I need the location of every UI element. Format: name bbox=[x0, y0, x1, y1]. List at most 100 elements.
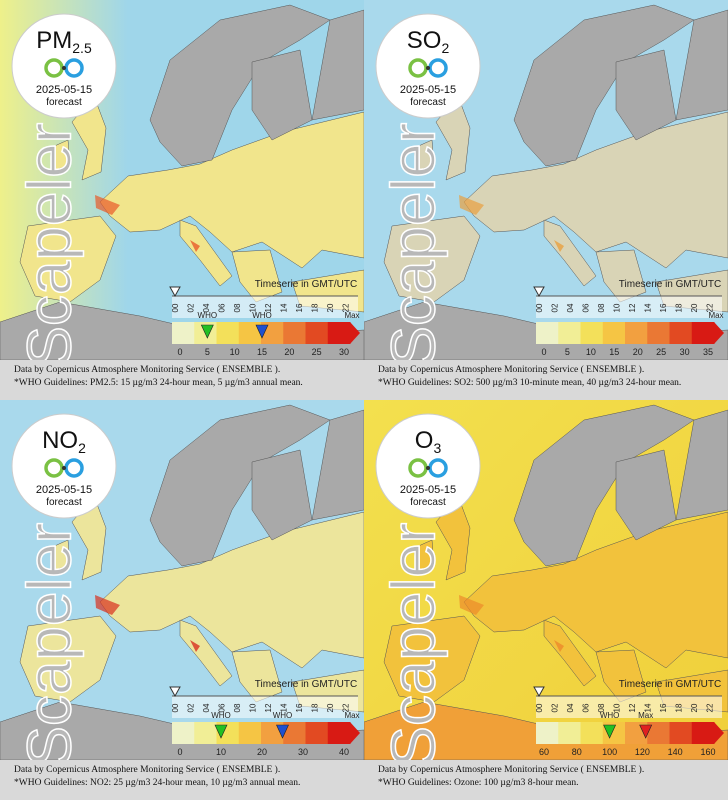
logo-dot bbox=[62, 66, 66, 70]
color-bar-segment bbox=[647, 322, 670, 344]
map-panel: Scapeler NO2 2025-05-15 forecast Timeserie i… bbox=[0, 400, 364, 800]
land-mainland bbox=[463, 111, 728, 269]
map-panel: Scapeler O3 2025-05-15 forecast Timeserie in… bbox=[364, 400, 728, 800]
hour-label: 00 bbox=[171, 703, 180, 712]
footer-line: Data by Copernicus Atmosphere Monitoring… bbox=[378, 365, 645, 375]
time-axis bbox=[172, 296, 358, 318]
marker-arrow bbox=[276, 724, 289, 739]
hour-label: 06 bbox=[218, 703, 227, 712]
hour-label: 02 bbox=[187, 303, 196, 312]
land-ireland bbox=[49, 539, 71, 572]
marker-label: Max bbox=[638, 711, 653, 720]
land-iberia bbox=[19, 215, 117, 303]
color-bar-segment bbox=[580, 722, 604, 744]
now-marker bbox=[533, 686, 545, 698]
hour-label: 16 bbox=[659, 303, 668, 312]
footer: Data by Copernicus Atmosphere Monitoring… bbox=[364, 360, 728, 400]
footer-line: Data by Copernicus Atmosphere Monitoring… bbox=[14, 365, 281, 375]
footer-line: *WHO Guidelines: PM2.5: 15 µg/m3 24-hour… bbox=[14, 378, 303, 388]
pollutant-subscript: 3 bbox=[433, 440, 441, 456]
color-bar-segment bbox=[172, 322, 195, 344]
color-bar-segment bbox=[238, 322, 262, 344]
hour-label: 14 bbox=[280, 303, 289, 312]
nodata-scandinavia bbox=[149, 404, 331, 567]
logo-dot bbox=[426, 66, 430, 70]
hour-label: 04 bbox=[202, 703, 211, 712]
brand: Scapeler bbox=[379, 123, 448, 360]
hotspot bbox=[554, 240, 564, 252]
scale-label: 25 bbox=[312, 347, 322, 357]
scale-label: 160 bbox=[700, 747, 715, 757]
land-ireland bbox=[413, 539, 435, 572]
hour-label: 12 bbox=[264, 303, 273, 312]
hour-label: 20 bbox=[326, 303, 335, 312]
color-bar-segment bbox=[305, 722, 329, 744]
pollutant: PM bbox=[36, 27, 72, 54]
color-bar-segment bbox=[238, 722, 262, 744]
land-iberia bbox=[383, 215, 481, 303]
footer-line: Data by Copernicus Atmosphere Monitoring… bbox=[378, 765, 645, 775]
scale-label: 30 bbox=[680, 347, 690, 357]
max-label: Max bbox=[344, 311, 359, 320]
marker-arrow bbox=[603, 724, 617, 739]
date: 2025-05-15 bbox=[400, 84, 456, 96]
hour-label: 20 bbox=[690, 303, 699, 312]
pollutant: SO bbox=[407, 27, 442, 54]
color-bar-segment bbox=[580, 322, 604, 344]
hour-label: 18 bbox=[675, 303, 684, 312]
scale-label: 40 bbox=[339, 747, 349, 757]
land-italy bbox=[543, 619, 597, 687]
nodata-russia bbox=[675, 9, 728, 121]
pollutant-subscript: 2.5 bbox=[72, 40, 92, 56]
footer-line: Data by Copernicus Atmosphere Monitoring… bbox=[14, 765, 281, 775]
date: 2025-05-15 bbox=[400, 484, 456, 496]
now-marker bbox=[169, 286, 181, 298]
hour-label: 10 bbox=[613, 703, 622, 712]
hour-label: 18 bbox=[675, 703, 684, 712]
pollutant-title: O3 bbox=[415, 427, 442, 456]
scale-label: 30 bbox=[298, 747, 308, 757]
color-bar-arrow bbox=[714, 322, 724, 344]
hour-label: 12 bbox=[628, 703, 637, 712]
hour-label: 08 bbox=[597, 303, 606, 312]
hour-label: 14 bbox=[644, 303, 653, 312]
hour-label: 02 bbox=[187, 703, 196, 712]
hour-label: 04 bbox=[202, 303, 211, 312]
color-bar-segment bbox=[691, 322, 715, 344]
scale-label: 10 bbox=[216, 747, 226, 757]
color-bar-segment bbox=[536, 322, 559, 344]
scale-label: 15 bbox=[609, 347, 619, 357]
hour-label: 16 bbox=[659, 703, 668, 712]
nodata-finland bbox=[615, 49, 677, 141]
footer: Data by Copernicus Atmosphere Monitoring… bbox=[0, 760, 364, 800]
hour-label: 08 bbox=[233, 703, 242, 712]
marker-label: WHO bbox=[211, 711, 231, 720]
hour-label: 08 bbox=[233, 303, 242, 312]
scale-label: 10 bbox=[586, 347, 596, 357]
land-italy bbox=[179, 219, 233, 287]
color-bar-segment bbox=[602, 322, 626, 344]
hour-label: 22 bbox=[342, 303, 351, 312]
pollutant-title: PM2.5 bbox=[36, 27, 92, 56]
pollutant: O bbox=[415, 427, 434, 454]
now-marker bbox=[169, 686, 181, 698]
scale-label: 30 bbox=[339, 347, 349, 357]
time-axis bbox=[536, 696, 722, 718]
timeserie-label: Timeserie in GMT/UTC bbox=[255, 679, 357, 690]
marker-label: WHO bbox=[252, 311, 272, 320]
timeserie-label: Timeserie in GMT/UTC bbox=[619, 279, 721, 290]
scale-label: 5 bbox=[205, 347, 210, 357]
color-bar-segment bbox=[305, 322, 329, 344]
nodata-finland bbox=[251, 449, 313, 541]
color-bar-segment bbox=[283, 722, 306, 744]
hotspot bbox=[459, 195, 484, 215]
color-bar-arrow bbox=[714, 722, 724, 744]
color-bar-segment bbox=[647, 722, 670, 744]
footer-line: *WHO Guidelines: SO2: 500 µg/m3 10-minut… bbox=[378, 378, 682, 388]
color-bar-segment bbox=[669, 322, 693, 344]
color-bar-segment bbox=[216, 322, 240, 344]
scale-label: 5 bbox=[565, 347, 570, 357]
